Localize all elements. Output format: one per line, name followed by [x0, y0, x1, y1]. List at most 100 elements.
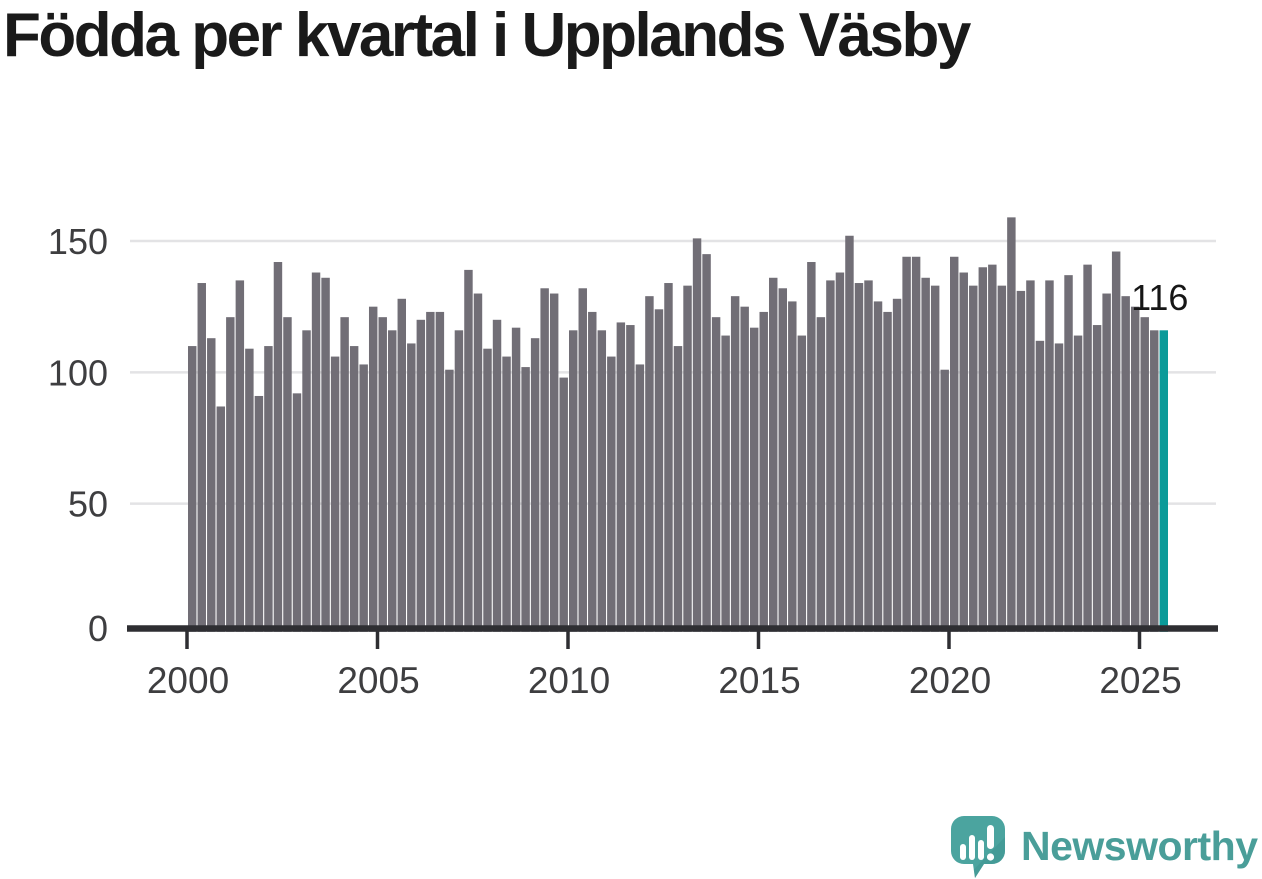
bar — [807, 262, 816, 632]
chart-title: Födda per kvartal i Upplands Väsby — [3, 1, 971, 70]
x-tick-label: 2010 — [528, 660, 610, 701]
bar — [911, 256, 921, 632]
bar — [597, 330, 607, 632]
bar — [445, 369, 454, 632]
bar — [254, 395, 264, 632]
y-tick-label: 0 — [88, 608, 108, 649]
bar — [578, 288, 587, 632]
bar — [226, 317, 235, 632]
bar — [1073, 335, 1083, 632]
bar — [607, 356, 616, 632]
bar — [426, 311, 435, 632]
bar — [940, 369, 949, 632]
bar — [349, 346, 359, 632]
bar — [769, 277, 778, 632]
x-tick-label: 2005 — [337, 660, 419, 701]
bar — [188, 346, 197, 632]
bar — [311, 272, 321, 632]
bar — [273, 262, 283, 632]
bar — [1035, 340, 1045, 632]
bar — [283, 317, 292, 632]
bar — [988, 264, 997, 632]
bar — [683, 285, 692, 632]
x-tick-label: 2000 — [147, 660, 229, 701]
bar — [321, 277, 330, 632]
bar — [397, 298, 406, 632]
bar — [464, 269, 473, 632]
bar — [1045, 280, 1054, 632]
bar — [978, 267, 988, 632]
bar — [235, 280, 245, 632]
bar — [435, 311, 445, 632]
bar — [1026, 280, 1035, 632]
bar — [340, 317, 349, 632]
newsworthy-logo: Newsworthy — [950, 815, 1258, 879]
bar — [569, 330, 578, 632]
bar — [778, 288, 787, 632]
bar — [711, 317, 721, 632]
bar — [654, 309, 664, 632]
bar — [330, 356, 340, 632]
bar — [749, 327, 759, 632]
bar — [759, 311, 768, 632]
bar — [721, 335, 730, 632]
bar — [883, 311, 892, 632]
bar — [645, 296, 654, 632]
bar — [511, 327, 521, 632]
bar — [416, 319, 426, 632]
bar — [959, 272, 968, 632]
bar — [483, 348, 492, 632]
bar — [854, 283, 864, 632]
bar — [473, 293, 483, 632]
bar — [197, 283, 206, 632]
bar — [521, 367, 530, 632]
bar — [921, 277, 930, 632]
bar — [845, 235, 854, 632]
bar — [588, 311, 597, 632]
bar-value-annotation: 116 — [1131, 277, 1188, 318]
brand-name: Newsworthy — [1021, 823, 1258, 869]
bar — [616, 322, 626, 632]
bar — [530, 338, 540, 632]
bar — [1111, 251, 1121, 632]
bar — [930, 285, 940, 632]
bar — [1064, 275, 1073, 632]
bar — [730, 296, 740, 632]
bar — [788, 301, 797, 632]
bar — [950, 256, 959, 632]
bar — [1102, 293, 1111, 632]
bar — [873, 301, 883, 632]
bar — [1092, 325, 1102, 632]
x-tick-label: 2020 — [909, 660, 991, 701]
bar — [635, 364, 645, 632]
bar — [216, 406, 226, 632]
bar — [407, 343, 416, 632]
bar — [892, 298, 902, 632]
bar — [997, 285, 1007, 632]
bar — [454, 330, 464, 632]
bar — [826, 280, 835, 632]
bar — [816, 317, 826, 632]
bar — [502, 356, 511, 632]
bar — [664, 283, 673, 632]
bar — [835, 272, 845, 632]
x-tick-label: 2025 — [1099, 660, 1181, 701]
bar — [1130, 306, 1140, 632]
bar — [492, 319, 502, 632]
bar — [673, 346, 683, 632]
bar — [864, 280, 873, 632]
bar — [207, 338, 216, 632]
bar — [1150, 330, 1159, 632]
bar — [359, 364, 368, 632]
bar — [378, 317, 387, 632]
bar — [969, 285, 978, 632]
bar — [1016, 290, 1026, 632]
y-tick-label: 150 — [48, 221, 108, 262]
bar — [368, 306, 378, 632]
bar — [626, 325, 635, 632]
bar — [264, 346, 273, 632]
bar — [1083, 264, 1092, 632]
bar-chart: 0 50 100 150 2000 2005 2010 2015 2020 2025 116 — [48, 217, 1218, 701]
newsworthy-speech-bubble-bar-chart-icon — [951, 816, 1005, 878]
bar — [797, 335, 807, 632]
